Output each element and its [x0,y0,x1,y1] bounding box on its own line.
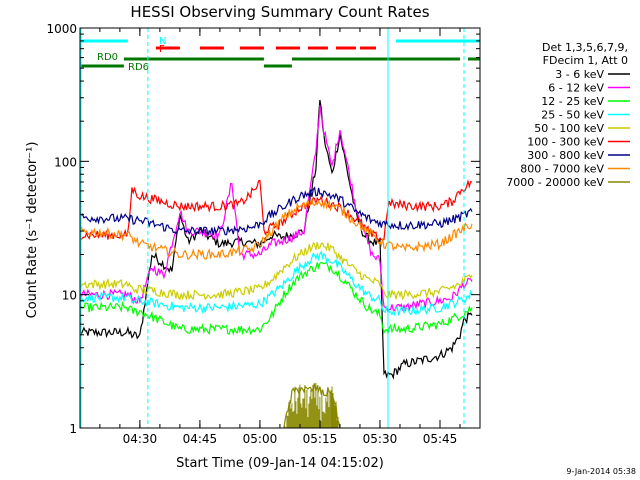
x-axis-label: Start Time (09-Jan-14 04:15:02) [176,456,384,471]
flag-rd0-label: RD0 [97,52,118,63]
y-tick-label: 1 [69,422,77,436]
flag-n-label: N [159,36,166,47]
axis-layer: 04:30 04:45 05:00 05:15 05:30 05:45 1 10 100 1000 [46,22,480,446]
series-line-8 [79,197,473,261]
x-tick-label: 05:30 [363,432,398,446]
series-line-5 [79,241,473,301]
flag-layer: N F RD0 RD6 [79,28,480,428]
series-line-1 [79,99,473,380]
x-tick-label: 05:45 [423,432,458,446]
flag-rd6-label: RD6 [128,62,149,73]
timestamp-label: 9-Jan-2014 05:38 [566,467,636,476]
series-line-6 [79,178,473,242]
chart-title: HESSI Observing Summary Count Rates [130,3,429,21]
legend-label: 6 - 12 keV [548,82,604,95]
legend-label: 12 - 25 keV [541,95,604,108]
series-layer [79,99,473,429]
legend-header-1: Det 1,3,5,6,7,9, [542,41,628,54]
y-tick-label: 1000 [46,22,77,36]
legend-label: 800 - 7000 keV [520,163,604,176]
legend-label: 100 - 300 keV [527,136,604,149]
legend-label: 3 - 6 keV [555,68,604,81]
series-line-7 [79,186,473,236]
y-tick-label: 100 [54,155,77,169]
x-tick-label: 05:00 [243,432,278,446]
legend-label: 50 - 100 keV [534,122,604,135]
y-tick-label: 10 [62,289,77,303]
series-line-3 [79,261,473,336]
x-tick-label: 04:45 [183,432,218,446]
legend-header-2: FDecim 1, Att 0 [543,54,628,67]
y-axis-label: Count Rate (s⁻¹ detector⁻¹) [25,142,40,319]
series-line-4 [79,250,473,317]
x-tick-label: 04:30 [123,432,158,446]
legend-label: 300 - 800 keV [527,149,604,162]
series-line-2 [79,105,473,314]
legend: Det 1,3,5,6,7,9, FDecim 1, Att 0 3 - 6 k… [506,41,630,189]
x-tick-label: 05:15 [303,432,338,446]
legend-label: 7000 - 20000 keV [506,176,604,189]
legend-label: 25 - 50 keV [541,109,604,122]
